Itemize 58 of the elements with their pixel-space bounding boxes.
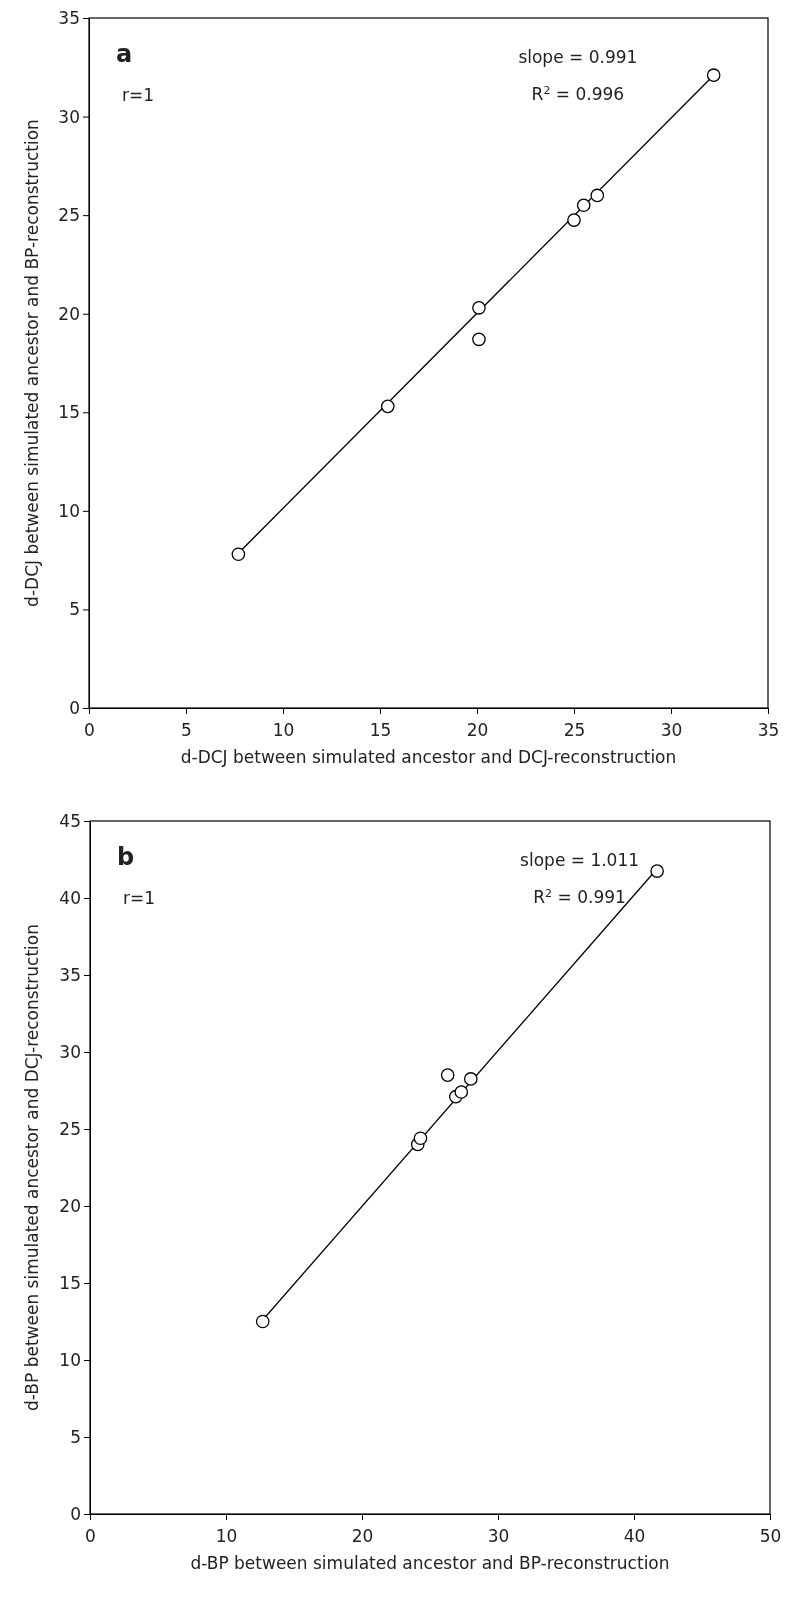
point: [463, 1072, 478, 1086]
y-tick-label: 10: [58, 500, 80, 521]
x-tick-label: 10: [215, 1525, 238, 1546]
point: [567, 213, 581, 227]
x-axis-title: d-BP between simulated ancestor and BP-reconstruction: [190, 1553, 670, 1573]
annotation: r=1: [123, 888, 156, 908]
annotation: slope = 1.011: [520, 850, 640, 870]
point: [590, 188, 605, 203]
x-tick-label: 0: [85, 1525, 96, 1546]
point: [706, 68, 721, 82]
y-tick-label: 40: [59, 887, 81, 908]
y-axis-title: d-DCJ between simulated ancestor and BP-reconstruction: [22, 119, 42, 607]
x-tick-label: 50: [759, 1525, 782, 1546]
y-tick-label: 25: [59, 1118, 81, 1139]
x-tick-label: 5: [181, 719, 192, 740]
annotation: R$^{2}$ = 0.996: [531, 83, 625, 104]
y-axis-title: d-BP between simulated ancestor and DCJ-reconstruction: [22, 924, 42, 1411]
y-tick-label: 20: [59, 1195, 81, 1216]
point: [576, 198, 591, 213]
x-tick-label: 10: [272, 719, 295, 740]
annotation: slope = 0.991: [518, 47, 638, 67]
y-tick-label: 20: [58, 303, 80, 324]
y-tick-label: 0: [69, 697, 80, 718]
text: a: [116, 40, 133, 68]
point: [231, 547, 246, 562]
x-tick-label: 30: [487, 1525, 510, 1546]
annotation: R$^{2}$ = 0.991: [533, 886, 626, 907]
y-tick-label: 35: [58, 7, 80, 28]
y-tick-label: 30: [59, 1041, 81, 1062]
point: [472, 300, 486, 315]
x-tick-label: 15: [369, 719, 392, 740]
y-tick-label: 5: [70, 1426, 81, 1447]
y-tick-label: 5: [69, 599, 80, 620]
x-tick-label: 0: [84, 719, 95, 740]
text: b: [117, 843, 135, 871]
x-axis-title: d-DCJ between simulated ancestor and DCJ-reconstruction: [180, 747, 677, 767]
point: [650, 864, 664, 878]
point: [413, 1131, 428, 1146]
point: [472, 332, 486, 347]
x-tick-label: 30: [660, 719, 683, 740]
y-tick-label: 45: [59, 810, 81, 831]
x-tick-label: 20: [466, 719, 489, 740]
x-tick-label: 25: [563, 719, 586, 740]
point: [380, 399, 395, 414]
x-tick-label: 20: [351, 1525, 374, 1546]
y-tick-label: 10: [59, 1349, 81, 1370]
point: [454, 1085, 469, 1099]
point: [255, 1314, 270, 1329]
x-tick-label: 35: [757, 719, 780, 740]
y-tick-label: 30: [58, 106, 80, 127]
y-tick-label: 0: [70, 1503, 81, 1524]
y-tick-label: 25: [58, 205, 80, 226]
annotation: r=1: [122, 85, 155, 105]
y-tick-label: 15: [59, 1272, 81, 1293]
y-tick-label: 35: [59, 964, 81, 985]
point: [440, 1068, 455, 1082]
x-tick-label: 40: [623, 1525, 646, 1546]
y-tick-label: 15: [58, 402, 80, 423]
